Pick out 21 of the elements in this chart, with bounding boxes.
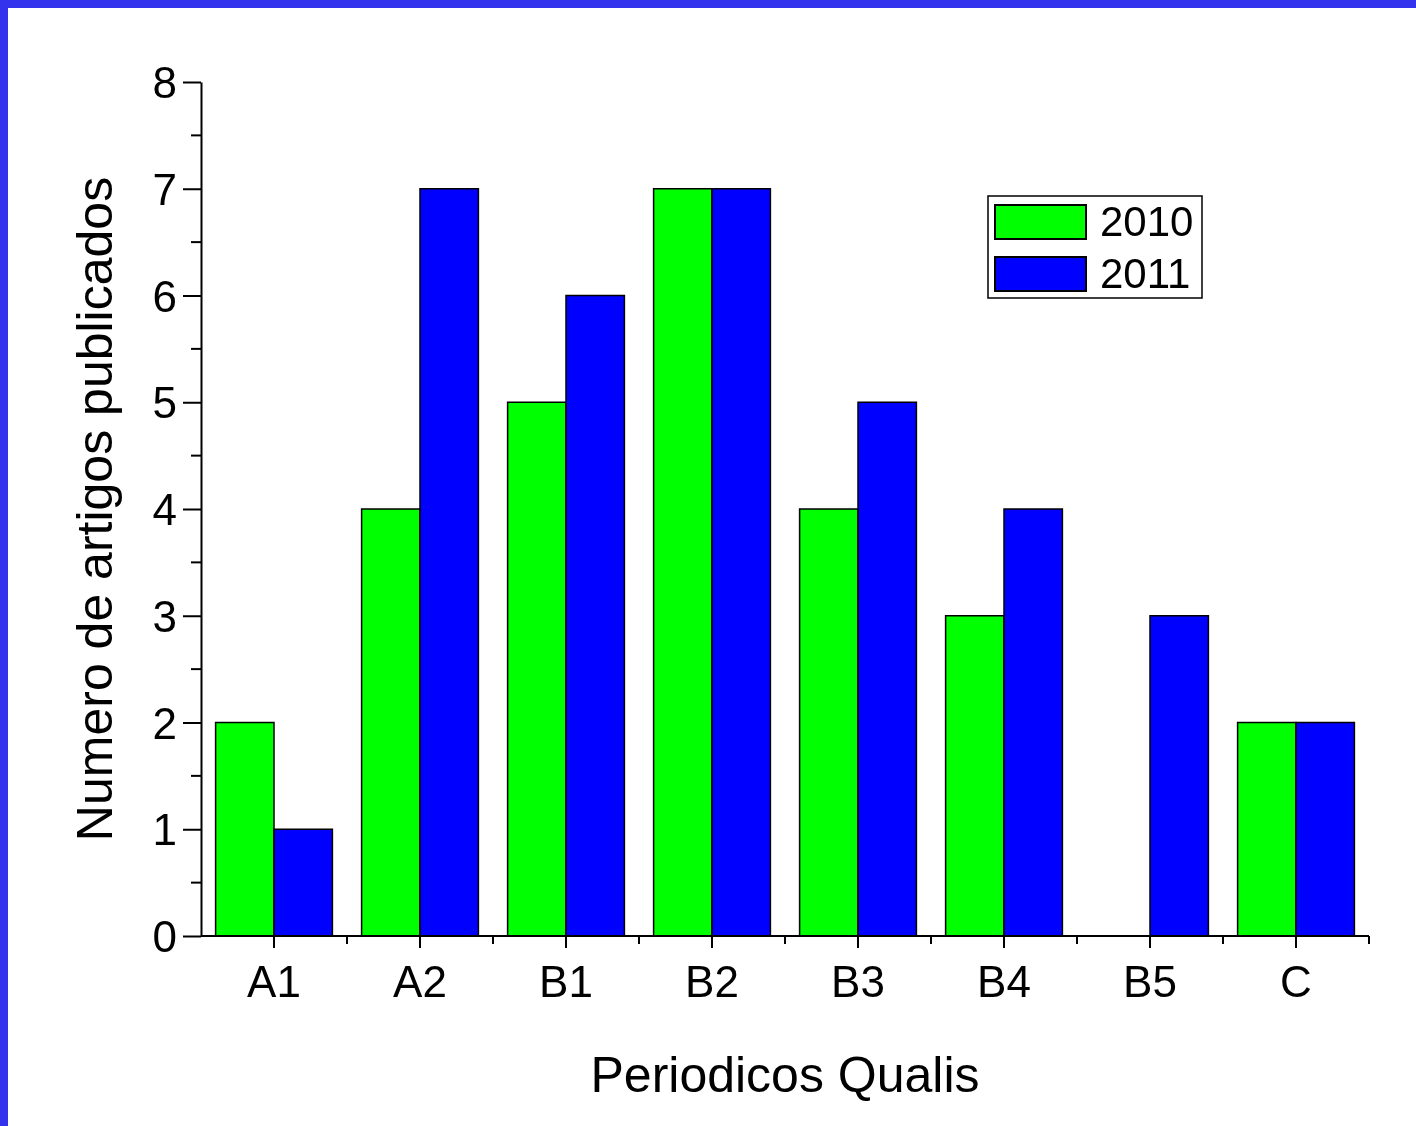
x-tick-label: A1 bbox=[247, 957, 301, 1007]
legend-label: 2011 bbox=[1100, 250, 1191, 297]
y-tick-label: 2 bbox=[152, 698, 177, 748]
x-tick-label: B3 bbox=[831, 957, 885, 1007]
y-tick-label: 5 bbox=[152, 378, 177, 428]
y-tick-label: 7 bbox=[152, 164, 177, 214]
y-tick-label: 3 bbox=[152, 591, 177, 641]
x-tick-label: B4 bbox=[977, 957, 1031, 1007]
x-tick-label: B5 bbox=[1123, 957, 1177, 1007]
y-tick-label: 1 bbox=[152, 805, 177, 855]
x-tick-label: B2 bbox=[685, 957, 739, 1007]
y-tick-label: 6 bbox=[152, 271, 177, 321]
x-tick-label: C bbox=[1280, 957, 1312, 1007]
y-tick-label: 4 bbox=[152, 485, 177, 534]
y-axis-title: Numero de artigos publicados bbox=[67, 176, 123, 842]
x-axis-title: Periodicos Qualis bbox=[590, 1047, 980, 1103]
x-tick-label: A2 bbox=[393, 957, 447, 1007]
x-tick-label: B1 bbox=[539, 957, 593, 1007]
y-tick-label: 0 bbox=[152, 912, 177, 961]
y-tick-label: 8 bbox=[152, 58, 177, 107]
legend-label: 2010 bbox=[1100, 198, 1194, 245]
